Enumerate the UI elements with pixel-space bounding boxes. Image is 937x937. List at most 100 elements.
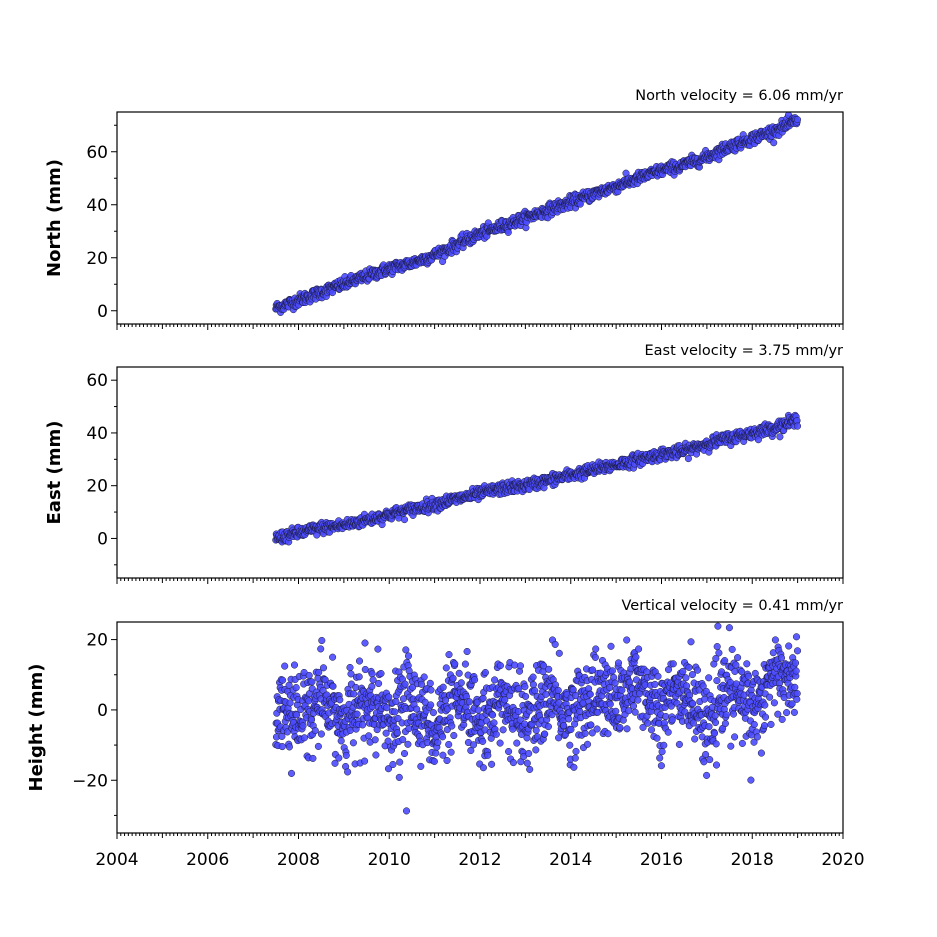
- data-point: [639, 723, 647, 731]
- data-point: [349, 739, 357, 747]
- data-point: [352, 683, 360, 691]
- data-point: [689, 719, 697, 727]
- data-point: [393, 729, 401, 737]
- data-point: [747, 776, 755, 784]
- data-point: [505, 747, 513, 756]
- data-point: [442, 664, 450, 672]
- data-point: [712, 740, 720, 748]
- y-tick-label: 60: [86, 143, 108, 163]
- data-point: [572, 747, 580, 755]
- data-point: [285, 743, 293, 751]
- data-point: [541, 730, 549, 738]
- data-point: [565, 715, 573, 723]
- data-point: [520, 753, 528, 761]
- data-point: [725, 624, 733, 632]
- data-point: [612, 707, 620, 715]
- data-point: [399, 736, 407, 744]
- data-point: [488, 760, 496, 768]
- data-point: [705, 674, 713, 682]
- x-tick-label: 2020: [821, 850, 864, 870]
- data-point: [293, 711, 301, 719]
- data-point: [350, 690, 358, 698]
- data-point: [405, 725, 413, 733]
- x-tick-label: 2004: [95, 850, 138, 870]
- x-tick-label: 2014: [549, 850, 592, 870]
- data-point: [319, 664, 328, 672]
- data-point: [774, 710, 782, 718]
- data-point: [461, 660, 469, 668]
- data-point: [409, 683, 417, 691]
- data-point: [656, 754, 664, 762]
- data-point: [569, 686, 577, 694]
- data-point: [335, 754, 343, 762]
- data-point: [705, 723, 713, 731]
- x-tick-label: 2012: [458, 850, 501, 870]
- data-point: [793, 116, 802, 124]
- data-point: [474, 706, 482, 714]
- data-point: [793, 422, 802, 430]
- y-tick-label: 0: [97, 701, 108, 721]
- data-point: [426, 679, 434, 687]
- data-point: [675, 740, 683, 748]
- data-point: [555, 734, 563, 742]
- data-point: [777, 654, 786, 662]
- data-point: [526, 765, 534, 773]
- data-point: [511, 661, 519, 669]
- data-point: [688, 671, 696, 679]
- data-point: [448, 722, 456, 730]
- data-point: [567, 725, 575, 734]
- data-point: [593, 725, 601, 733]
- data-point: [754, 436, 762, 444]
- north-panel: North velocity = 6.06 mm/yr North (mm) 0…: [44, 88, 844, 330]
- data-point: [532, 746, 540, 754]
- data-point: [496, 739, 504, 747]
- data-point: [491, 676, 499, 684]
- data-point: [684, 455, 692, 463]
- data-point: [566, 741, 574, 749]
- data-point: [750, 738, 758, 746]
- north-panel-title: North velocity = 6.06 mm/yr: [635, 88, 843, 104]
- y-tick-label: 0: [97, 529, 108, 549]
- data-point: [611, 679, 619, 687]
- y-tick-label: −20: [72, 771, 108, 791]
- data-point: [525, 749, 533, 758]
- data-point: [689, 700, 697, 708]
- data-point: [629, 702, 638, 710]
- data-point: [658, 748, 666, 756]
- data-point: [481, 668, 489, 677]
- data-point: [355, 657, 364, 665]
- data-point: [383, 704, 391, 712]
- data-point: [311, 727, 319, 735]
- data-point: [479, 694, 487, 702]
- data-point: [509, 725, 517, 733]
- data-point: [721, 719, 729, 728]
- data-point: [753, 733, 761, 741]
- data-point: [586, 690, 594, 698]
- data-point: [278, 743, 286, 751]
- data-point: [432, 749, 440, 757]
- data-point: [309, 754, 317, 762]
- data-point: [396, 758, 404, 766]
- data-point: [660, 741, 668, 749]
- east-panel-title: East velocity = 3.75 mm/yr: [644, 343, 843, 359]
- data-point: [314, 742, 322, 750]
- data-point: [555, 649, 563, 657]
- data-point: [604, 730, 612, 738]
- data-point: [618, 686, 626, 694]
- data-point: [372, 751, 380, 759]
- data-point: [631, 708, 639, 716]
- data-point: [572, 692, 580, 700]
- data-point: [336, 696, 344, 704]
- data-point: [657, 762, 665, 770]
- data-point: [757, 749, 765, 757]
- data-point: [300, 734, 308, 742]
- data-point: [727, 742, 735, 750]
- data-point: [750, 720, 758, 729]
- data-point: [395, 773, 403, 781]
- data-point: [635, 645, 643, 653]
- data-point: [647, 726, 656, 734]
- data-point: [728, 645, 736, 653]
- data-point: [281, 662, 289, 670]
- data-point: [734, 654, 742, 662]
- data-point: [375, 679, 383, 688]
